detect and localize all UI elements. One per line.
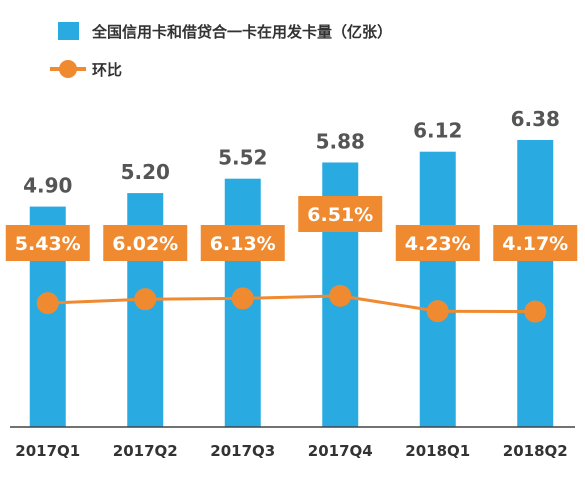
bar-value-label: 6.12 — [413, 119, 462, 143]
x-tick-labels: 2017Q1 2017Q2 2017Q3 2017Q4 2018Q1 2018Q2 — [15, 442, 567, 460]
ratio-label: 4.23% — [405, 233, 471, 255]
ratio-line — [47, 294, 536, 314]
legend: 全国信用卡和借贷合一卡在用发卡量（亿张） 环比 — [50, 22, 392, 79]
ratio-label: 6.02% — [112, 233, 178, 255]
x-tick-label: 2017Q3 — [210, 442, 275, 460]
bar-value-label: 5.52 — [218, 146, 267, 170]
bar-2018Q2 — [517, 140, 554, 427]
x-tick-label: 2017Q4 — [308, 442, 373, 460]
x-tick-label: 2017Q2 — [113, 442, 178, 460]
ratio-label-box — [200, 225, 285, 261]
x-tick-label: 2018Q1 — [405, 442, 470, 460]
ratio-label: 4.17% — [502, 233, 568, 255]
bar-value-label: 6.38 — [511, 107, 560, 131]
bar-value-label: 4.90 — [23, 174, 72, 198]
ratio-label-box — [5, 225, 90, 261]
ratio-label-box — [103, 225, 188, 261]
ratio-marker — [36, 292, 59, 315]
ratio-label: 6.13% — [210, 233, 276, 255]
legend-bar-swatch — [58, 22, 79, 40]
ratio-markers — [36, 284, 547, 323]
bar-2018Q1 — [419, 151, 456, 427]
x-tick-label: 2018Q2 — [503, 442, 568, 460]
legend-line-label: 环比 — [92, 61, 122, 79]
legend-line-marker — [59, 60, 77, 78]
ratio-label: 5.43% — [15, 233, 81, 255]
ratio-marker — [231, 287, 254, 310]
ratio-labels: 5.43% 6.02% 6.13% 6.51% 4.23% 4.17% — [5, 196, 578, 261]
ratio-marker — [524, 300, 547, 323]
ratio-marker — [329, 284, 352, 307]
bar-value-label: 5.20 — [121, 160, 170, 184]
bar-value-label: 5.88 — [316, 129, 365, 153]
ratio-marker — [134, 288, 157, 311]
ratio-label-box — [298, 196, 383, 232]
ratio-label-box — [493, 225, 578, 261]
ratio-label: 6.51% — [307, 204, 373, 226]
bar-value-labels: 4.90 5.20 5.52 5.88 6.12 6.38 — [23, 107, 560, 198]
ratio-marker — [426, 300, 449, 323]
legend-bar-label: 全国信用卡和借贷合一卡在用发卡量（亿张） — [91, 23, 392, 41]
x-tick-label: 2017Q1 — [15, 442, 80, 460]
ratio-label-box — [395, 225, 480, 261]
bar-series — [29, 140, 554, 427]
